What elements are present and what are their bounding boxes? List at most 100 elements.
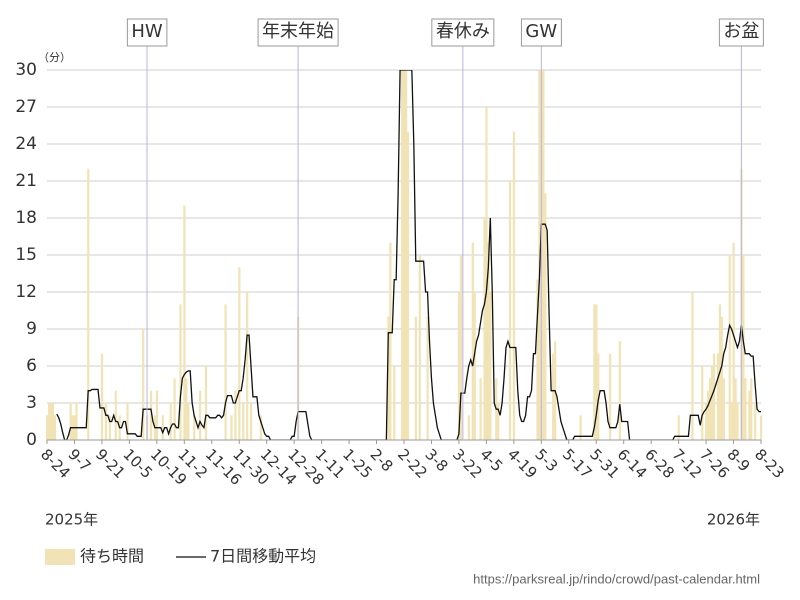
annotation-label: お盆 [723, 21, 759, 42]
annotation-label: 年末年始 [262, 21, 334, 42]
bar [259, 415, 263, 440]
bar [149, 390, 153, 440]
bar [457, 292, 461, 440]
source: https://parksreal.jp/rindo/crowd/past-ca… [473, 571, 760, 586]
bar [224, 304, 227, 440]
annotation-box [718, 18, 764, 47]
bar [246, 292, 249, 440]
bar [155, 390, 159, 440]
x-tick-label: 4-19 [504, 445, 541, 482]
x-tick-label: 6-14 [614, 445, 651, 482]
bar [53, 415, 57, 440]
bar [487, 242, 490, 440]
bar [193, 415, 196, 440]
bar [691, 292, 694, 440]
bar [483, 218, 486, 440]
y-tick-label: 24 [15, 134, 37, 154]
bar [712, 353, 716, 440]
bar [748, 390, 751, 440]
year-end: 2026年 [707, 511, 760, 529]
y-tick-label: 15 [15, 245, 37, 265]
bar [467, 415, 470, 440]
x-tick-label: 5-31 [586, 445, 623, 482]
bar [701, 366, 704, 440]
bar [744, 378, 747, 440]
bar [230, 415, 233, 440]
legend-label: 待ち時間 [80, 547, 144, 566]
bar [142, 329, 145, 440]
bar [199, 390, 202, 440]
y-tick-label: 6 [26, 356, 37, 376]
bar [707, 390, 710, 440]
bar [185, 378, 188, 440]
bar [716, 353, 720, 440]
bar [736, 403, 739, 440]
annotation-box [126, 18, 168, 47]
y-tick-label: 27 [15, 97, 37, 117]
year-start: 2025年 [45, 511, 98, 529]
bar [69, 403, 72, 440]
x-tick-label: 1-25 [339, 445, 376, 482]
bar [750, 378, 753, 440]
bar [485, 107, 488, 440]
bar [389, 242, 392, 440]
annotation-label: 春休み [436, 21, 490, 42]
bar [709, 378, 712, 440]
bar [593, 304, 596, 440]
y-tick-label: 18 [15, 208, 37, 228]
bar [49, 403, 53, 440]
bar [406, 131, 410, 440]
bar [734, 378, 737, 440]
bar [242, 403, 245, 440]
bar [100, 353, 104, 440]
bar [114, 390, 117, 440]
bar [760, 415, 763, 440]
bar [187, 403, 190, 440]
bar [401, 70, 404, 440]
bar [579, 415, 582, 440]
bar [87, 168, 90, 440]
bar [161, 415, 164, 440]
bar [393, 366, 396, 440]
x-tick-label: 7-12 [669, 445, 706, 482]
bar [508, 181, 512, 440]
bar [732, 242, 735, 440]
bar [608, 353, 612, 440]
bar [497, 403, 500, 440]
bar [414, 316, 417, 440]
bar [728, 255, 731, 440]
annotation-label: GW [525, 21, 557, 42]
bar [387, 316, 390, 440]
bar [473, 292, 476, 440]
bar [104, 403, 108, 440]
annotation-label: HW [131, 21, 163, 42]
bar [426, 316, 429, 440]
bar [595, 304, 598, 440]
line [56, 70, 761, 440]
bar [618, 341, 621, 440]
bar [489, 292, 492, 440]
y-tick-label: 3 [26, 393, 37, 413]
y-unit: （分） [38, 51, 71, 64]
bar [51, 403, 55, 440]
x-tick-label: 3-22 [449, 445, 486, 482]
bar [234, 390, 237, 440]
bar [512, 131, 516, 440]
bar [179, 304, 182, 440]
bar [754, 403, 757, 440]
bar [742, 255, 745, 440]
bar [677, 415, 680, 440]
x-tick-label: 9-21 [92, 445, 129, 482]
bar [544, 193, 547, 440]
legend-label: 7日間移動平均 [210, 547, 316, 566]
annotation-box [431, 18, 495, 47]
bar [126, 403, 129, 440]
bar [471, 242, 474, 440]
bar [250, 403, 253, 440]
bar [720, 316, 723, 440]
x-tick-label: 7-26 [696, 445, 733, 482]
bar [459, 255, 463, 440]
bar [204, 366, 208, 440]
x-tick-label: 8-23 [751, 445, 788, 482]
